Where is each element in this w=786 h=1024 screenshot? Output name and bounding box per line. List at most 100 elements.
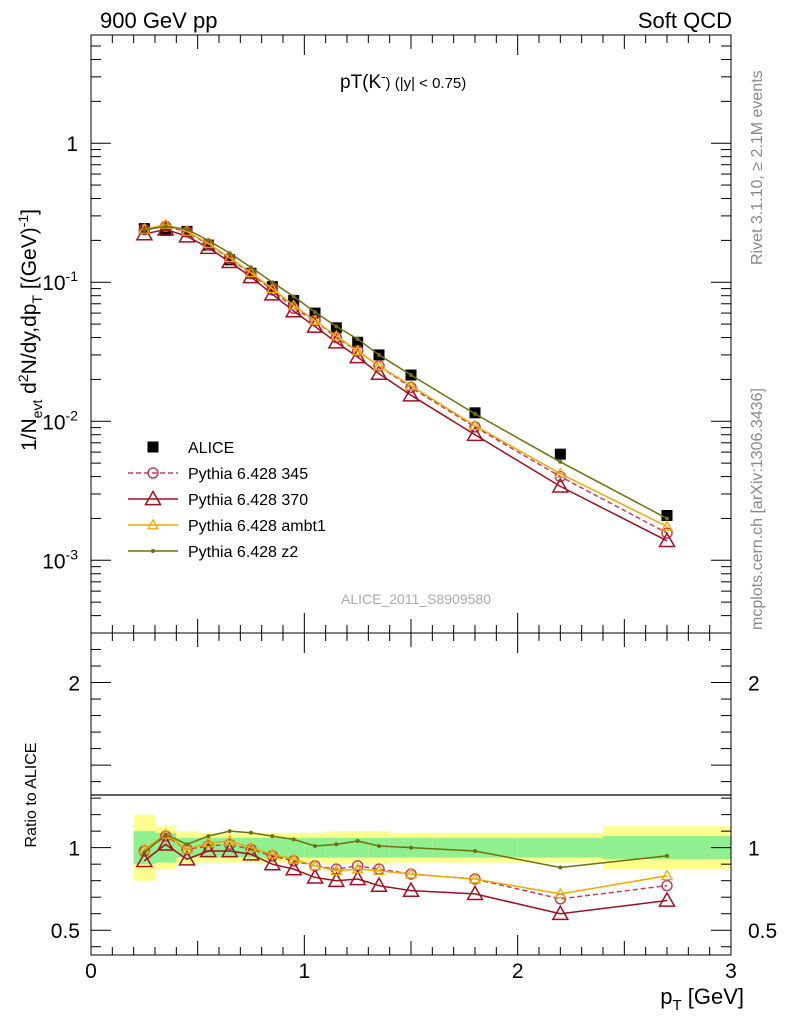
header-left: 900 GeV pp [100,8,217,33]
legend: ALICE Pythia 6.428 345 Pythia 6.428 370 Pyt… [128,440,326,561]
header-right: Soft QCD [638,8,732,33]
ratio-band-inner [133,831,155,865]
ratio-point-p370 [348,870,367,886]
ratio-band-inner [325,837,347,858]
ratio-point-ambt1 [468,872,482,884]
legend-marker-ambt1 [146,518,160,530]
data-point-z2 [473,411,477,416]
ratio-point-p345 [661,879,673,892]
data-point-z2 [377,352,381,357]
ratio-axis-ticks [90,633,732,955]
ratio-point-z2 [473,848,477,853]
ratio-point-ambt1 [660,869,674,881]
ratio-band-inner [283,837,305,858]
legend-label-data: ALICE [188,440,234,457]
ratio-point-z2 [185,842,189,847]
data-point-z2 [206,238,211,243]
data-point-p370 [327,333,346,349]
ratio-point-ambt1 [202,836,215,848]
ratio-y-tick-label: 2 [68,673,80,696]
ratio-y-axis-label: Ratio to ALICE [23,743,40,848]
data-point-ambt1 [287,299,300,310]
data-point-z2 [558,459,563,464]
data-point-p370 [658,531,676,548]
analysis-watermark: ALICE_2011_S8909580 [341,591,491,607]
ratio-point-p370 [306,868,324,884]
rivet-version-text: Rivet 3.1.10, ≥ 2.1M events [749,70,766,265]
data-point-ambt1 [308,314,322,325]
series-line-ambt1 [144,223,668,528]
ratio-point-z2 [142,850,147,855]
data-point-ambt1 [244,266,258,278]
data-point-data [224,254,236,266]
data-point-p370 [551,477,570,493]
data-point-ambt1 [372,359,386,371]
ratio-line-ambt1 [143,833,668,895]
ratio-point-ambt1 [330,864,343,876]
ratio-point-z2 [409,845,413,850]
x-tick-label: 1 [298,960,310,983]
legend-label-p370: Pythia 6.428 370 [188,492,308,509]
data-point-p345 [405,381,417,394]
ratio-point-p370 [263,855,282,871]
main-y-tick-label: 10-1 [42,268,78,295]
data-point-p370 [466,425,484,442]
data-point-p370 [348,347,367,364]
ratio-point-ambt1 [554,887,567,899]
ratio-band-inner [517,837,603,858]
ratio-point-z2 [313,844,317,849]
data-point-p370 [402,386,420,402]
ratio-point-ambt1 [244,841,258,853]
ratio-point-p370 [135,851,154,868]
ratio-series-ambt1 [138,828,674,899]
data-point-z2 [334,324,339,329]
data-point-p345 [661,527,673,539]
ratio-point-z2 [249,830,253,835]
ratio-point-p370 [178,850,196,866]
data-point-ambt1 [404,379,418,391]
main-panel: 10-3 10-2 10-1 1 pT(K-) (|y| < 0.75) 1/Nevt… [15,34,732,634]
mcplots-reference-text: mcplots.cern.ch [arXiv:1306.3436] [749,388,766,630]
ratio-series-z2 [142,829,669,870]
legend-marker-z2 [151,549,155,553]
legend-marker-data [147,441,159,453]
data-point-z2 [665,516,669,521]
ratio-point-p370 [220,841,239,858]
legend-marker-p370 [144,489,162,506]
ratio-point-p370 [370,876,388,893]
ratio-point-z2 [163,832,168,837]
series-z2 [142,224,669,521]
data-point-z2 [291,294,296,299]
ratio-series-p370 [135,835,676,921]
ratio-line-p370 [143,843,668,915]
main-y-tick-label: 1 [66,133,78,156]
legend-label-ambt1: Pythia 6.428 ambt1 [188,518,326,535]
data-point-z2 [270,280,275,285]
data-point-z2 [227,251,232,256]
ratio-y-tick-label-right: 0.5 [748,920,777,943]
legend-label-p345: Pythia 6.428 345 [188,466,308,483]
ratio-line-z2 [143,830,668,869]
x-axis-label: pT [GeV] [660,984,744,1014]
ratio-point-p370 [551,904,570,921]
data-point-p370 [370,364,388,381]
ratio-point-z2 [665,853,669,858]
legend-label-z2: Pythia 6.428 z2 [188,544,298,561]
ratio-line-p345 [143,835,668,900]
data-point-data [160,224,172,236]
main-axis-ticks [90,34,732,634]
ratio-point-p345 [138,845,151,857]
ratio-point-p370 [199,841,218,858]
ratio-y-tick-label-right: 2 [748,673,760,696]
data-point-ambt1 [266,282,279,293]
main-y-tick-labels: 10-3 10-2 10-1 1 [42,133,78,573]
data-point-z2 [409,373,413,378]
ratio-point-ambt1 [308,859,322,871]
ratio-y-tick-labels: 0.5 0.5 1 1 2 2 [51,673,777,944]
ratio-point-p370 [156,835,175,851]
ratio-point-z2 [270,834,275,839]
ratio-point-p370 [327,871,346,888]
x-tick-label: 2 [512,960,524,983]
ratio-y-tick-label: 1 [68,838,80,861]
